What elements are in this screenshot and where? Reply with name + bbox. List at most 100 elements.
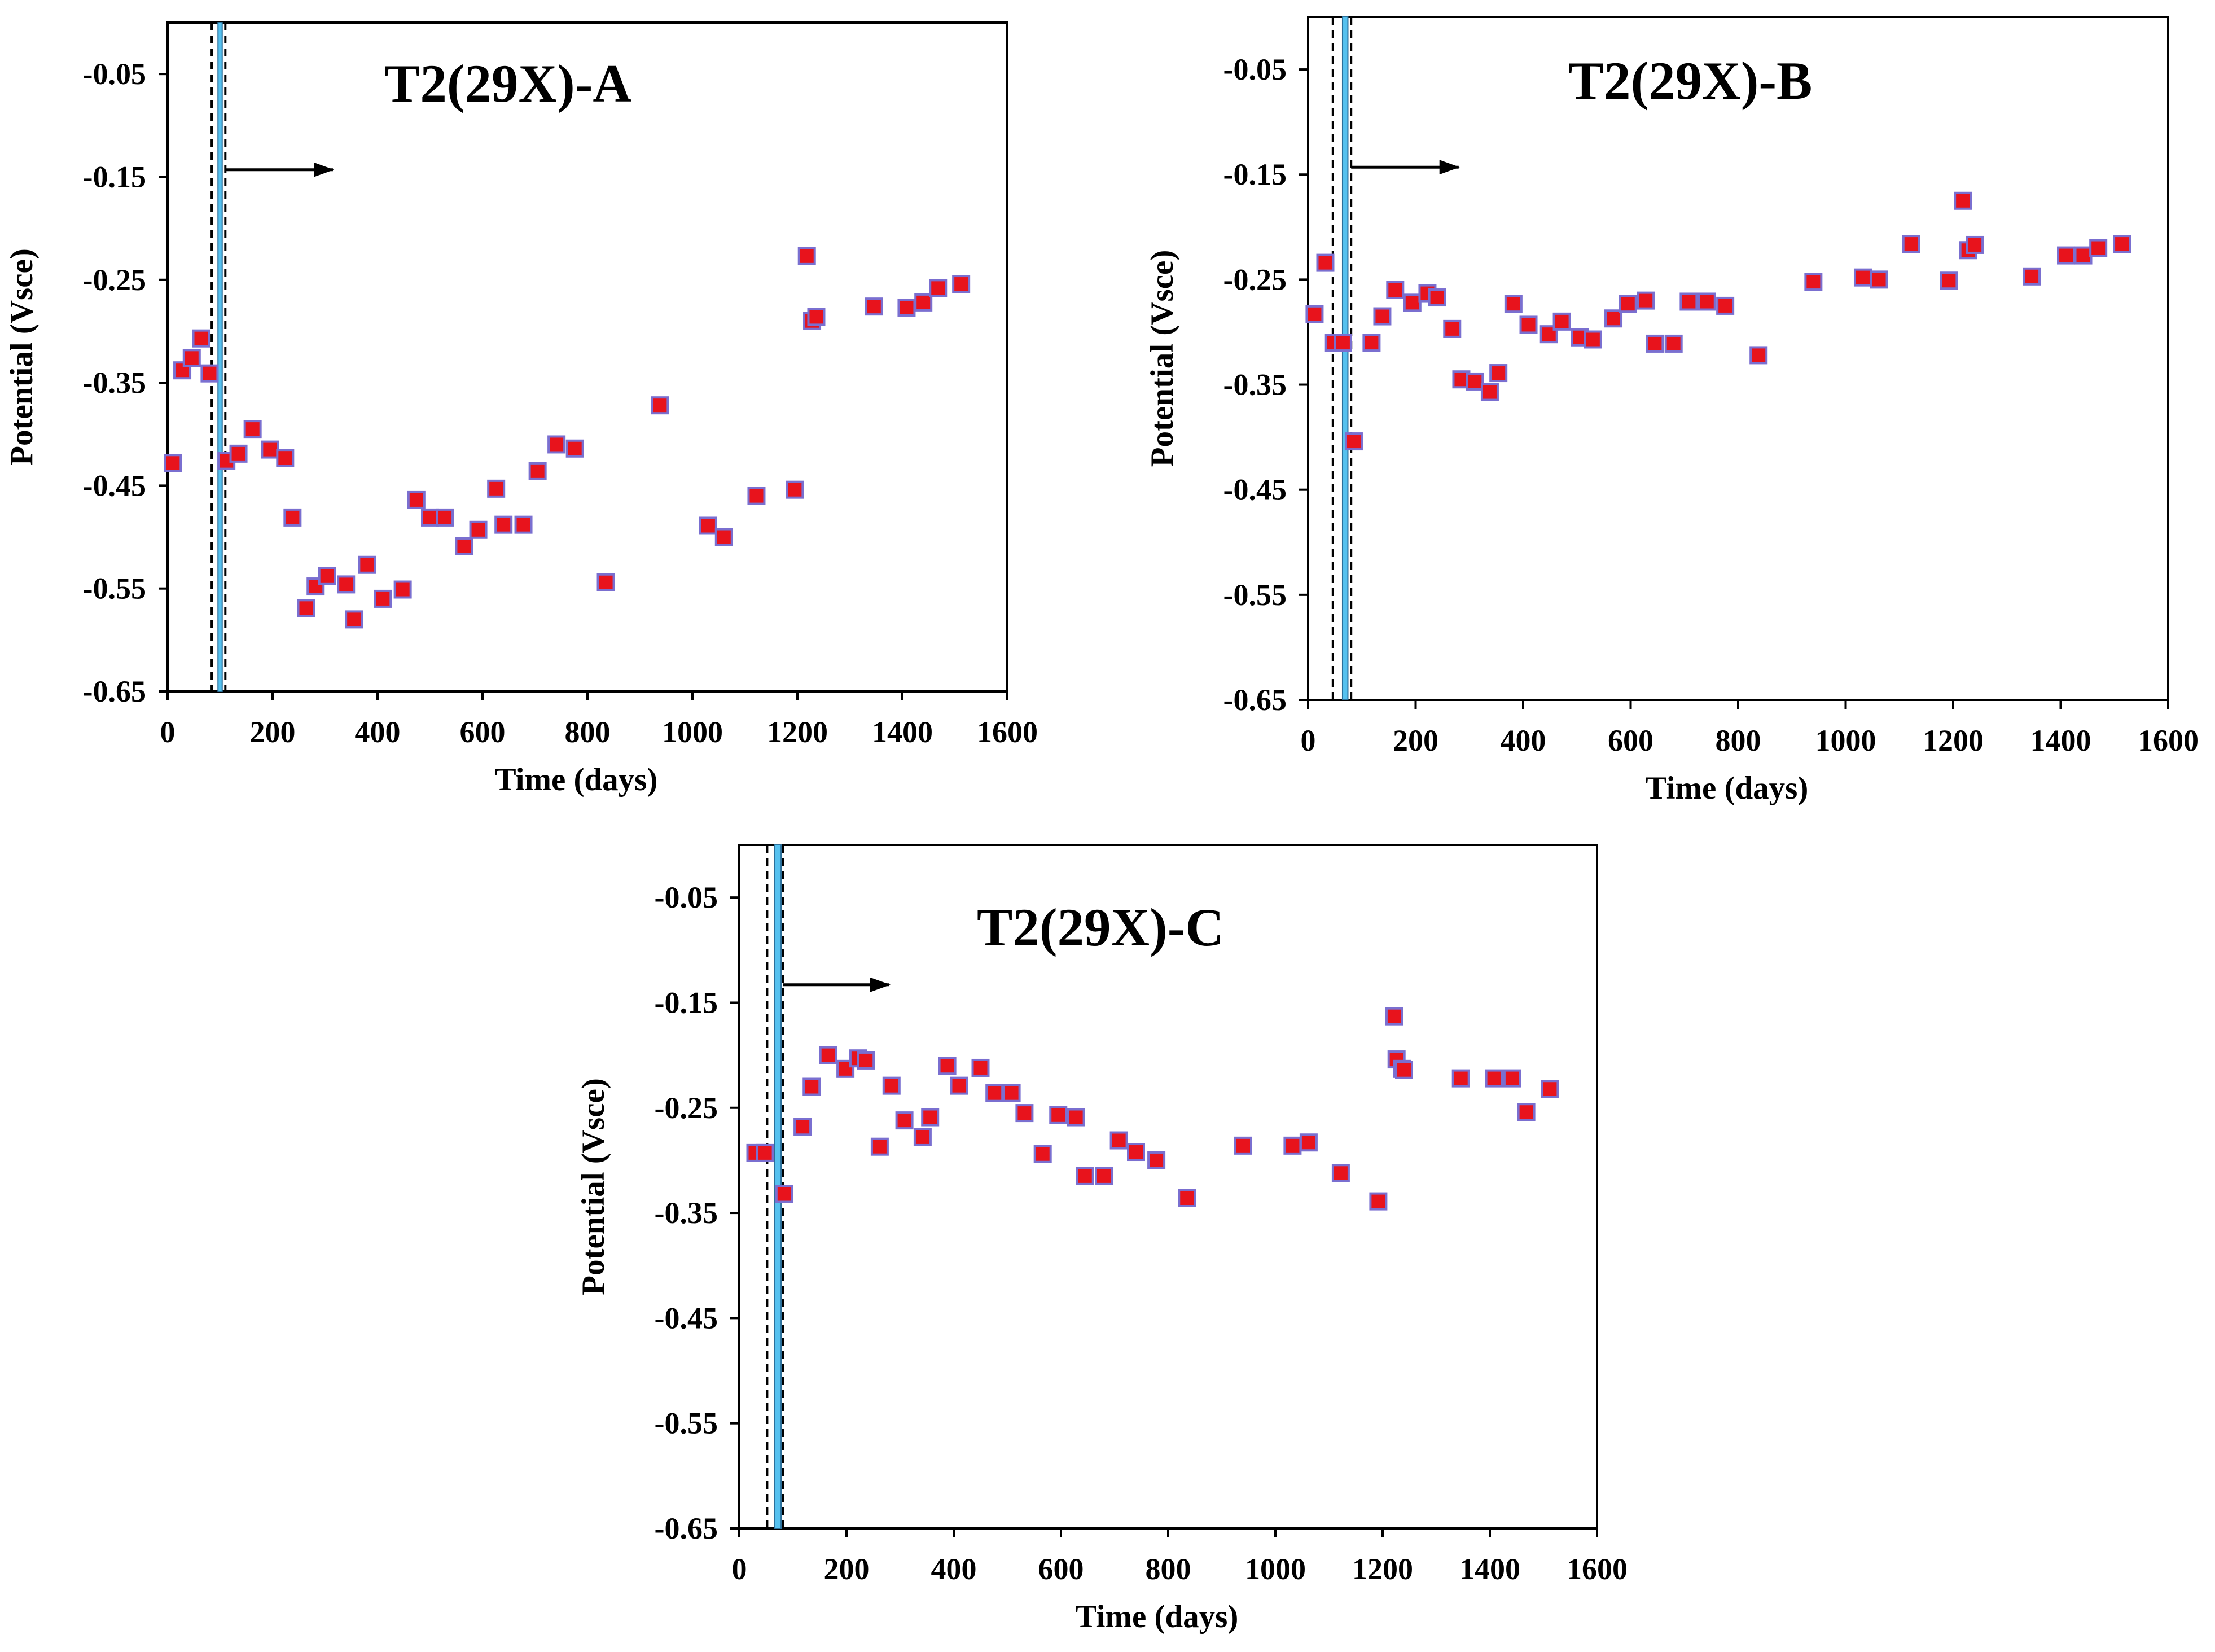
chart-title: T2(29X)-C <box>977 897 1224 957</box>
data-point <box>870 1137 889 1156</box>
y-tick-label: -0.15 <box>655 985 718 1019</box>
chart-title: T2(29X)-A <box>384 54 631 113</box>
data-point <box>1369 1192 1388 1211</box>
y-tick-label: -0.05 <box>655 880 718 914</box>
data-point <box>2074 246 2093 265</box>
data-point <box>1679 292 1698 311</box>
data-point <box>1331 1164 1350 1182</box>
data-point <box>865 297 883 316</box>
data-point <box>1443 319 1462 338</box>
x-tick-label: 1600 <box>977 715 1038 749</box>
data-point <box>938 1057 957 1075</box>
data-point <box>1428 288 1446 307</box>
x-tick-label: 1400 <box>2030 724 2091 757</box>
data-point <box>1489 364 1508 383</box>
data-point <box>1305 305 1324 323</box>
data-point <box>1395 1061 1413 1079</box>
data-point <box>1552 312 1571 331</box>
data-point <box>786 480 804 499</box>
data-point <box>1466 372 1484 391</box>
y-tick-label: -0.45 <box>83 468 146 502</box>
x-axis-label: Time (days) <box>495 762 658 797</box>
data-point <box>1519 315 1538 334</box>
data-point <box>913 1128 932 1146</box>
chart-title: T2(29X)-B <box>1568 51 1813 111</box>
data-point <box>182 349 201 367</box>
data-point <box>1015 1104 1034 1123</box>
x-axis-label: Time (days) <box>1646 770 1809 806</box>
data-point <box>1539 325 1558 344</box>
data-point <box>200 364 219 383</box>
data-point <box>229 444 248 463</box>
data-point <box>1299 1133 1318 1152</box>
data-point <box>528 462 547 480</box>
data-point <box>756 1143 774 1162</box>
data-point <box>802 1077 821 1096</box>
x-tick-label: 1200 <box>1923 724 1984 757</box>
data-point <box>1954 191 1972 210</box>
data-point <box>1646 334 1664 353</box>
y-tick-label: -0.05 <box>83 57 146 91</box>
data-point <box>276 449 295 467</box>
data-point <box>469 520 488 539</box>
data-point <box>1541 1080 1559 1098</box>
y-tick-label: -0.15 <box>1223 157 1287 191</box>
data-point <box>857 1051 875 1070</box>
data-point <box>243 420 262 439</box>
data-point <box>1480 383 1499 401</box>
data-point <box>487 479 506 498</box>
data-point <box>819 1046 837 1064</box>
data-point <box>547 435 566 454</box>
data-point <box>1373 307 1392 326</box>
data-point <box>1095 1167 1113 1185</box>
data-point <box>1403 293 1422 312</box>
data-point <box>1033 1145 1052 1163</box>
data-point <box>1584 330 1602 349</box>
y-tick-label: -0.45 <box>655 1301 718 1335</box>
x-tick-label: 800 <box>1716 724 1761 757</box>
y-tick-label: -0.65 <box>83 674 146 708</box>
x-tick-label: 200 <box>1393 724 1438 757</box>
data-point <box>1966 235 1984 254</box>
data-point <box>1451 1069 1470 1088</box>
data-point <box>1517 1103 1536 1121</box>
y-tick-label: -0.15 <box>83 160 146 194</box>
data-point <box>1067 1108 1085 1127</box>
data-point <box>921 1108 940 1127</box>
data-point <box>714 528 733 546</box>
x-tick-label: 0 <box>732 1552 747 1586</box>
data-point <box>1362 334 1381 352</box>
data-point <box>1385 1007 1403 1026</box>
data-point <box>393 580 412 599</box>
data-point <box>421 508 439 527</box>
data-point <box>1316 253 1335 272</box>
plot-frame <box>166 21 1008 693</box>
data-point <box>2089 239 2108 257</box>
data-point <box>651 396 669 415</box>
highlight-band <box>1341 16 1349 700</box>
data-point <box>2023 267 2041 286</box>
x-tick-label: 1200 <box>767 715 828 749</box>
data-point <box>797 247 816 265</box>
data-point <box>793 1118 812 1136</box>
data-point <box>164 454 182 472</box>
data-point <box>897 298 916 317</box>
data-point <box>1698 292 1716 311</box>
data-point <box>1504 295 1523 313</box>
data-point <box>318 567 336 585</box>
y-tick-label: -0.45 <box>1223 473 1287 507</box>
highlight-band <box>217 22 223 692</box>
data-point <box>1049 1106 1068 1124</box>
data-point <box>337 575 356 594</box>
x-tick-label: 1400 <box>1459 1552 1520 1586</box>
y-axis-label: Potential (Vsce) <box>576 1078 611 1295</box>
y-tick-label: -0.35 <box>83 366 146 400</box>
data-point <box>1147 1151 1166 1169</box>
data-point <box>699 516 717 535</box>
x-tick-label: 200 <box>250 715 296 749</box>
y-tick-label: -0.65 <box>655 1511 718 1545</box>
data-point <box>1902 235 1920 253</box>
data-point <box>1749 346 1768 365</box>
data-point <box>1386 281 1405 299</box>
x-tick-label: 1000 <box>1815 724 1876 757</box>
